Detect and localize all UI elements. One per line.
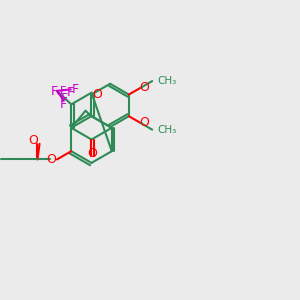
Text: F: F [60, 86, 67, 96]
Text: CH₃: CH₃ [157, 125, 176, 135]
Text: O: O [28, 134, 38, 147]
Text: F: F [51, 85, 58, 98]
Text: O: O [139, 81, 149, 94]
Text: O: O [92, 88, 102, 101]
Text: F: F [67, 86, 74, 99]
Text: F: F [60, 98, 67, 111]
Text: F: F [72, 83, 79, 96]
Text: O: O [139, 116, 149, 129]
Text: CH₃: CH₃ [157, 76, 176, 86]
Text: F: F [61, 92, 68, 105]
Text: O: O [87, 147, 97, 160]
Text: O: O [46, 153, 56, 166]
